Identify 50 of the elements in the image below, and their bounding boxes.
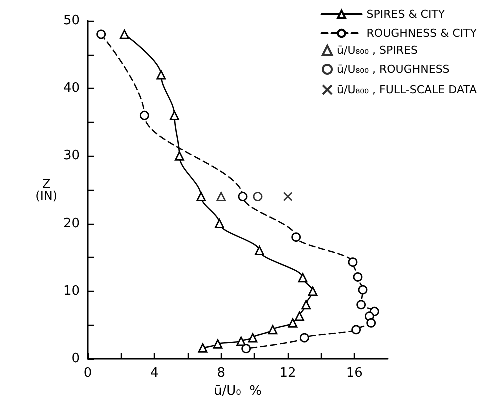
- point: [300, 333, 310, 343]
- point: [254, 246, 264, 256]
- point: [353, 272, 363, 282]
- x-tick-label: 0: [84, 366, 92, 381]
- point: [302, 300, 312, 310]
- point: [358, 285, 368, 295]
- y-axis-title: Z (IN): [36, 177, 58, 203]
- point: [170, 110, 180, 120]
- legend-label: SPIRES & CITY: [366, 8, 446, 21]
- point: [120, 30, 130, 40]
- x-tick-label: 12: [280, 366, 296, 381]
- legend-label: ū/U₈₀₀ , ROUGHNESS: [337, 63, 450, 76]
- point: [140, 110, 150, 120]
- point: [268, 325, 278, 335]
- legend-label: ROUGHNESS & CITY: [366, 27, 478, 40]
- point: [283, 192, 293, 202]
- point: [253, 192, 263, 202]
- y-tick-label: 50: [63, 14, 80, 28]
- point: [366, 318, 376, 328]
- point: [156, 70, 166, 80]
- point: [213, 339, 223, 349]
- point: [288, 318, 298, 328]
- point: [174, 152, 184, 161]
- point: [294, 312, 304, 322]
- point: [352, 325, 362, 335]
- point: [248, 333, 258, 343]
- point: [242, 344, 252, 354]
- legend-label: ū/U₈₀₀ , FULL-SCALE DATA: [337, 84, 478, 96]
- x-tick-label: 8: [217, 366, 226, 381]
- point: [356, 300, 366, 310]
- point: [196, 192, 206, 202]
- y-tick-label: 20: [63, 216, 80, 232]
- point: [96, 30, 106, 40]
- x-axis-title: ū/U₀ %: [214, 384, 262, 399]
- point: [308, 286, 318, 296]
- point: [238, 192, 248, 202]
- y-tick-label: 40: [63, 81, 80, 96]
- x-tick-label: 16: [346, 366, 363, 381]
- point: [298, 273, 308, 283]
- point: [292, 232, 302, 242]
- point: [216, 192, 226, 202]
- point: [214, 219, 224, 228]
- point: [236, 336, 246, 346]
- legend-label: ū/U₈₀₀ , SPIRES: [337, 44, 418, 57]
- point: [348, 258, 358, 268]
- y-tick-label: 10: [63, 284, 80, 299]
- point: [198, 343, 208, 353]
- y-tick-label: 0: [72, 352, 80, 366]
- x-tick-label: 4: [150, 366, 159, 381]
- y-tick-label: 30: [63, 148, 80, 164]
